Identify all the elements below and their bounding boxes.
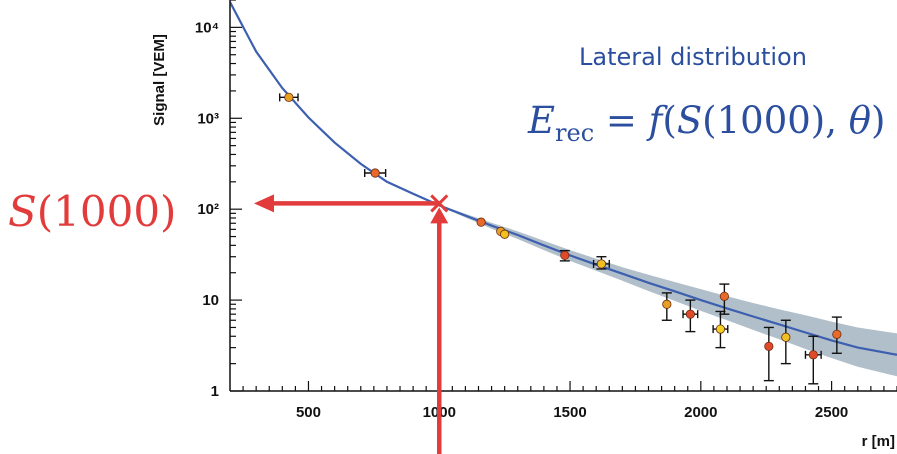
formula-lhs: E xyxy=(527,99,555,142)
energy-formula: Erec = f(S(1000), θ) xyxy=(527,99,885,147)
data-point-marker xyxy=(719,291,729,301)
data-point xyxy=(780,319,791,365)
x-axis-label: r [m] xyxy=(862,433,895,450)
data-point xyxy=(682,299,699,333)
y-tick-label: 10³ xyxy=(197,110,219,127)
data-point xyxy=(500,229,510,239)
data-point-marker xyxy=(715,324,726,334)
data-point xyxy=(661,292,672,321)
data-point-marker xyxy=(370,168,380,178)
data-point-marker xyxy=(476,217,486,227)
data-point xyxy=(476,217,486,227)
x-tick-label: 2000 xyxy=(684,404,717,421)
s1000-arrows xyxy=(254,194,449,454)
formula-comma: , xyxy=(825,99,849,142)
formula-equals: = xyxy=(594,99,649,142)
data-point xyxy=(278,92,299,102)
y-tick-label: 10² xyxy=(197,201,219,218)
data-point-marker xyxy=(284,92,294,102)
formula-open-paren: ( xyxy=(662,99,676,142)
vertical-arrow-head xyxy=(430,207,449,224)
y-tick-label: 10⁴ xyxy=(195,19,219,36)
formula-arg: (1000) xyxy=(702,99,825,142)
axis-ticks xyxy=(230,0,897,392)
x-tick-label: 500 xyxy=(296,404,321,421)
s1000-label: S(1000) xyxy=(8,187,176,236)
data-point xyxy=(592,256,610,270)
data-point-marker xyxy=(808,350,818,360)
data-point-marker xyxy=(662,299,672,309)
x-tick-label: 2500 xyxy=(815,404,848,421)
data-point-marker xyxy=(500,229,510,239)
axis-tick-labels: 500100015002000250011010²10³10⁴ xyxy=(195,19,848,421)
data-point xyxy=(559,249,570,262)
formula-s: S xyxy=(677,99,702,142)
data-point xyxy=(364,168,387,178)
chart-title: Lateral distribution xyxy=(579,43,807,71)
data-point-marker xyxy=(560,250,570,261)
y-axis-label: Signal [VEM] xyxy=(151,34,168,126)
s1000-cross-marker xyxy=(430,194,449,213)
data-point-marker xyxy=(685,309,695,319)
formula-close-paren: ) xyxy=(871,99,885,142)
data-point xyxy=(831,316,842,354)
y-tick-label: 10 xyxy=(202,292,219,309)
data-point xyxy=(804,335,822,385)
s1000-label-arg: (1000) xyxy=(37,187,177,236)
data-point xyxy=(763,326,774,382)
x-tick-label: 1500 xyxy=(553,404,586,421)
fit-curve xyxy=(230,1,897,356)
fit-line xyxy=(230,1,897,356)
data-point xyxy=(712,310,729,349)
horizontal-arrow-head xyxy=(254,194,274,213)
data-point-marker xyxy=(832,329,842,339)
y-tick-label: 1 xyxy=(211,383,219,400)
data-point-marker xyxy=(764,341,774,351)
s1000-label-s: S xyxy=(8,187,37,236)
data-points xyxy=(278,92,842,385)
data-point-marker xyxy=(596,259,607,269)
formula-subscript: rec xyxy=(555,119,594,147)
data-point-marker xyxy=(781,332,791,342)
formula-theta: θ xyxy=(849,99,871,142)
